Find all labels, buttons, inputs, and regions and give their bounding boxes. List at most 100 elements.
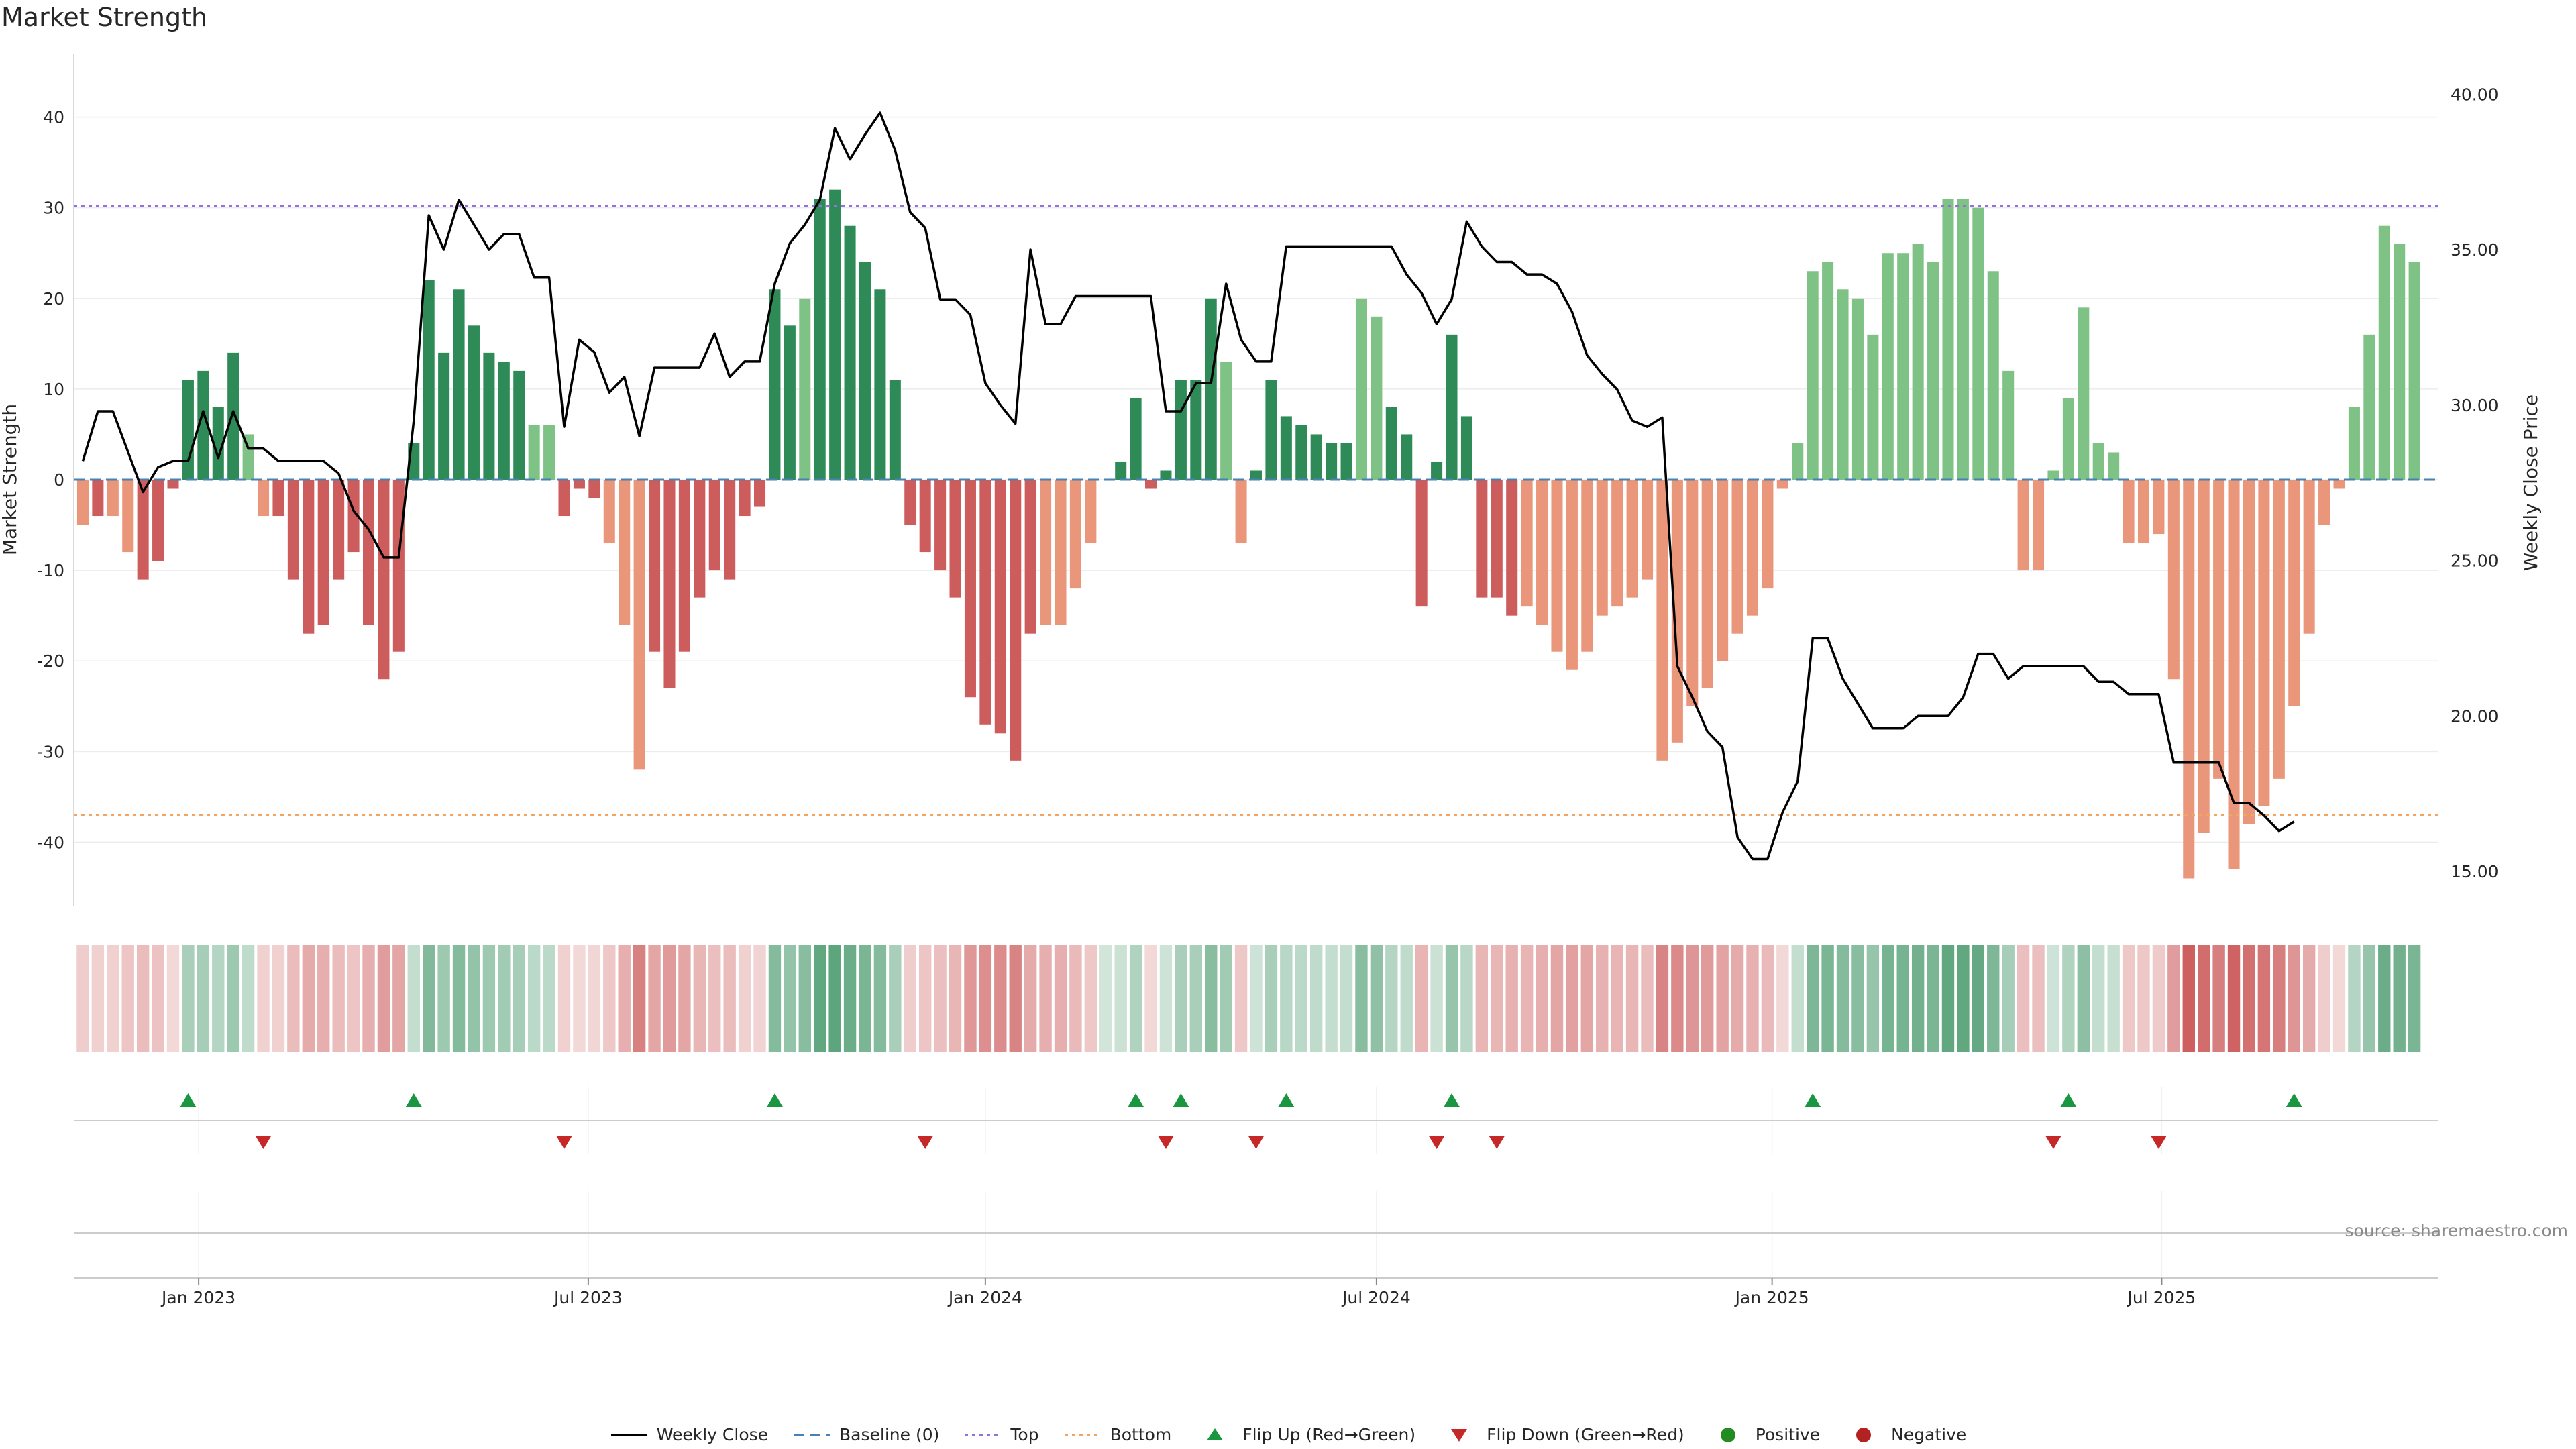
y2-tick-label: 40.00 xyxy=(2451,85,2499,104)
legend-label: Flip Down (Green→Red) xyxy=(1487,1425,1684,1444)
legend-item: Negative xyxy=(1844,1425,1966,1444)
strength-bar xyxy=(1731,480,1743,634)
heat-cell xyxy=(377,945,390,1052)
heat-cell xyxy=(2182,945,2195,1052)
heat-cell xyxy=(1806,945,1819,1052)
heat-cell xyxy=(2107,945,2120,1052)
strength-bar xyxy=(1295,425,1307,480)
strength-bar xyxy=(76,480,89,525)
strength-bar xyxy=(2033,480,2045,571)
strength-bar xyxy=(182,380,194,480)
strength-bar xyxy=(2394,244,2406,480)
flip-up-marker xyxy=(1173,1093,1189,1107)
strength-bar xyxy=(1792,443,1804,480)
heat-cell xyxy=(588,945,601,1052)
strength-bar xyxy=(558,480,570,517)
heat-cell xyxy=(1475,945,1489,1052)
strength-bar xyxy=(573,480,585,489)
flip-up-marker xyxy=(1805,1093,1821,1107)
heat-cell xyxy=(979,945,992,1052)
heat-cell xyxy=(1701,945,1714,1052)
heat-cell xyxy=(1084,945,1097,1052)
y-tick-label: -10 xyxy=(37,561,64,580)
heat-cell xyxy=(1746,945,1759,1052)
heat-cell xyxy=(753,945,766,1052)
heat-cell xyxy=(1400,945,1413,1052)
heat-cell xyxy=(392,945,405,1052)
legend-swatch xyxy=(965,1434,1002,1436)
heat-cell xyxy=(1505,945,1518,1052)
heat-cell xyxy=(1159,945,1173,1052)
flip-down-marker xyxy=(1157,1136,1174,1149)
y2-tick-label: 15.00 xyxy=(2451,862,2499,881)
strength-bar xyxy=(1446,334,1458,480)
heat-cell xyxy=(918,945,932,1052)
strength-bar xyxy=(287,480,299,580)
strength-bar xyxy=(814,199,826,480)
heat-cell xyxy=(2332,945,2346,1052)
flip-down-marker xyxy=(1489,1136,1505,1149)
legend-swatch xyxy=(1207,1428,1224,1440)
heat-cell xyxy=(1370,945,1383,1052)
strength-bar xyxy=(2108,452,2120,480)
strength-bar xyxy=(2153,480,2165,535)
strength-bar xyxy=(1190,380,1202,480)
x-tick-label: Jul 2024 xyxy=(1341,1288,1411,1307)
heat-cell xyxy=(1265,945,1278,1052)
heat-cell xyxy=(798,945,811,1052)
strength-bar xyxy=(1401,434,1413,480)
strength-bar xyxy=(2078,307,2090,480)
strength-bar xyxy=(1024,480,1036,634)
strength-bar xyxy=(303,480,315,634)
heat-cell xyxy=(498,945,511,1052)
heat-cell xyxy=(1851,945,1864,1052)
heat-cell xyxy=(708,945,721,1052)
strength-bar xyxy=(1822,262,1834,480)
strength-bar xyxy=(498,362,510,480)
strength-bar xyxy=(1762,480,1774,589)
heat-cell xyxy=(889,945,902,1052)
strength-bar xyxy=(1942,199,1954,480)
flip-down-marker xyxy=(255,1136,272,1149)
strength-bar xyxy=(619,480,631,625)
legend-swatch xyxy=(610,1433,647,1436)
chart-title: Market Strength xyxy=(1,3,208,32)
heat-cell xyxy=(347,945,360,1052)
heat-cell xyxy=(2363,945,2376,1052)
strength-bar xyxy=(1807,271,1819,480)
heat-cell xyxy=(1385,945,1398,1052)
strength-bar xyxy=(242,434,254,480)
heat-cell xyxy=(2062,945,2075,1052)
legend-item: Positive xyxy=(1709,1425,1820,1444)
heat-cell xyxy=(557,945,571,1052)
strength-bar xyxy=(829,189,841,480)
strength-bar xyxy=(2062,398,2074,480)
legend-swatch xyxy=(1856,1427,1872,1442)
heat-cell xyxy=(1536,945,1548,1052)
heat-cell xyxy=(2227,945,2241,1052)
strength-bar xyxy=(1641,480,1654,580)
heat-cell xyxy=(1611,945,1623,1052)
strength-bar xyxy=(1355,298,1367,480)
heat-cell xyxy=(1596,945,1609,1052)
strength-bar xyxy=(2092,443,2104,480)
strength-bar xyxy=(1326,443,1338,480)
strength-bar xyxy=(1867,334,1879,480)
strength-bar xyxy=(1340,443,1352,480)
y2-axis-label: Weekly Close Price xyxy=(2520,394,2542,571)
heat-cell xyxy=(1445,945,1458,1052)
strength-bar xyxy=(347,480,360,553)
strength-bar xyxy=(1897,253,1909,480)
legend-item: Top xyxy=(963,1425,1039,1444)
heat-cell xyxy=(1656,945,1669,1052)
strength-bar xyxy=(753,480,766,507)
strength-bar xyxy=(1431,461,1443,480)
strength-bar xyxy=(2408,262,2420,480)
legend-swatch xyxy=(794,1433,830,1436)
heat-cell xyxy=(527,945,541,1052)
flip-down-marker xyxy=(1428,1136,1445,1149)
strength-bar xyxy=(1310,434,1322,480)
strength-bar xyxy=(1476,480,1488,598)
strength-bar xyxy=(1566,480,1578,670)
